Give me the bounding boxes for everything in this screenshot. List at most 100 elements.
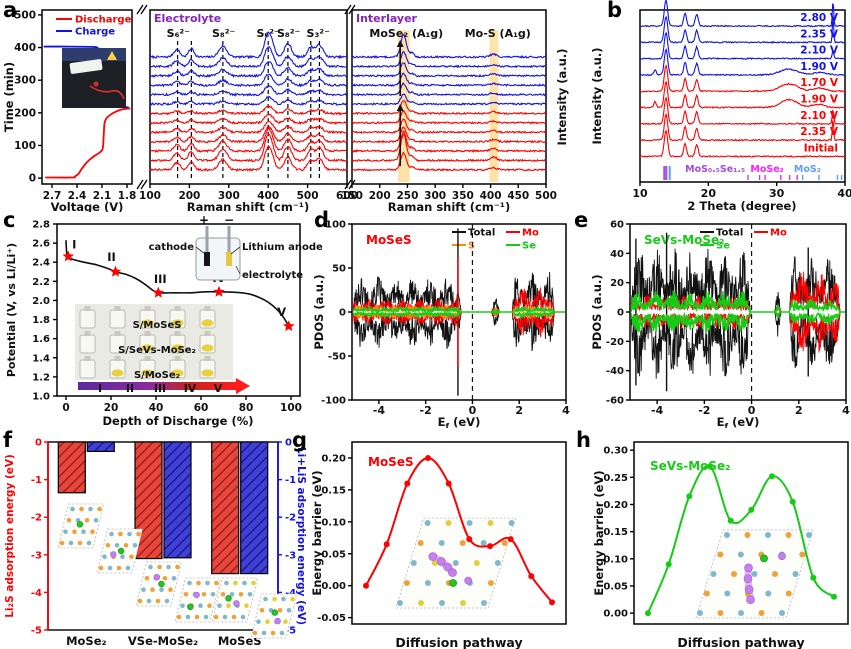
g-energy-curve: [365, 456, 553, 603]
raman-peak-label: MoSe₂ (A₁g): [369, 27, 443, 40]
c-x-tick: 80: [239, 402, 254, 414]
neb-y-tick: 0.20: [603, 500, 628, 511]
f-right-tick: -1: [285, 475, 296, 486]
spectrum-trace: [351, 151, 547, 172]
spectrum-trace: [351, 126, 547, 144]
pdos-y-tick: -20: [606, 337, 624, 348]
c-x-tick: 20: [104, 402, 119, 414]
pdos-x-tick: -2: [420, 404, 432, 417]
c-photo-label-mose2: S/MoSe₂: [134, 370, 180, 381]
c-star-marker: [109, 265, 122, 277]
neb-y-tick: 0.15: [321, 485, 346, 496]
b-xlabel: 2 Theta (degree): [687, 199, 796, 212]
spectrum-trace: [149, 120, 348, 135]
a-intensity-ylabel: Intensity (a.u.): [555, 49, 569, 146]
h-energy-curve: [647, 464, 835, 614]
raman-x-tick: 350: [452, 190, 474, 202]
c-ylabel: Potential (V, vs Li/Li⁺): [5, 243, 18, 377]
raman-x-tick: 200: [369, 190, 391, 202]
b-trace-label: Initial: [804, 142, 838, 154]
pdos-y-tick: 20: [610, 278, 624, 289]
c-y-tick: 1.8: [32, 315, 50, 326]
b-trace-label: 2.35 V: [800, 126, 839, 138]
neb-title: MoSeS: [368, 455, 414, 469]
c-photo-label-mosess: S/MoSeS: [133, 320, 182, 331]
a-voltage-tick: 2.7: [43, 190, 62, 202]
spectrum-trace: [149, 127, 348, 154]
pdos-x-tick: 0: [748, 404, 756, 417]
b-ref-label: MoSe₂: [750, 164, 783, 175]
neb-point: [748, 506, 755, 513]
spectrum-trace: [639, 64, 846, 93]
pdos-y-tick: 100: [325, 220, 346, 231]
f-left-tick: -5: [31, 626, 42, 637]
raman-x-tick: 500: [535, 190, 557, 202]
spectrum-trace: [352, 82, 547, 97]
spectrum-trace: [149, 61, 348, 78]
neb-y-tick: 0.10: [603, 554, 628, 565]
a-voltage-tick: 1.8: [118, 190, 137, 202]
a-time-tick: 200: [14, 107, 36, 119]
spectrum-trace: [351, 118, 547, 135]
a-ylabel: Time (min): [2, 62, 16, 132]
c-minus-sign: −: [224, 213, 234, 227]
pdos-x-tick: -2: [698, 404, 710, 417]
b-trace-label: 2.10 V: [800, 45, 839, 57]
spectrum-trace: [149, 95, 348, 107]
spectrum-trace: [352, 93, 547, 106]
neb-point: [383, 541, 390, 548]
c-y-tick: 2.6: [32, 239, 50, 250]
f-left-tick: -4: [31, 588, 42, 599]
d-dos-curves: [353, 228, 565, 396]
f-right-ylabel: Li+LiS adsorption energy (eV): [295, 447, 307, 625]
a-xlabel: Voltage (V): [51, 200, 124, 212]
f-bar-lilis: [163, 441, 192, 559]
c-plus-sign: +: [199, 213, 209, 227]
pdos-y-tick: -40: [606, 366, 624, 377]
pdos-legend-se: Se: [522, 241, 536, 252]
neb-ylabel: Energy barrier (eV): [592, 470, 606, 595]
f-right-tick: -4: [285, 588, 296, 599]
g-pathway-inset: [395, 517, 517, 609]
f-right-tick: -2: [285, 513, 296, 524]
c-star-marker: [213, 285, 225, 297]
b-trace-label: 1.90 V: [800, 61, 839, 73]
neb-y-tick: 0.00: [321, 581, 346, 592]
spectrum-trace: [149, 133, 348, 163]
c-xlabel: Depth of Discharge (%): [102, 414, 253, 428]
b-x-tick: 20: [701, 187, 717, 200]
neb-point: [487, 543, 493, 550]
a-time-tick: 100: [14, 140, 36, 152]
neb-y-tick: 0.20: [321, 453, 346, 464]
c-arrow-numeral: IV: [184, 382, 197, 395]
pdos-legend-s: S: [468, 241, 475, 252]
spectrum-trace: [149, 145, 348, 172]
highlight-band: [489, 30, 499, 182]
c-cathode-label: cathode: [149, 242, 195, 253]
spectrum-trace: [351, 110, 547, 125]
panel-label-a: a: [3, 0, 18, 22]
neb-point: [645, 610, 651, 617]
c-arrow-numeral: II: [126, 382, 134, 395]
f-left-tick: -2: [31, 513, 42, 524]
panel-label-g: g: [292, 428, 308, 452]
atomic-structure-inset: [135, 561, 183, 607]
atomic-structure-inset: [174, 577, 222, 623]
neb-point: [507, 536, 514, 543]
neb-y-tick: 0.05: [321, 549, 346, 560]
b-ref-label: MoS₀.₅Se₁.₅: [685, 164, 745, 175]
f-bar-lilis: [86, 441, 115, 452]
pdos-xlabel: Ef (eV): [717, 415, 760, 428]
pdos-y-tick: 0: [339, 308, 346, 319]
spectrum-trace: [149, 104, 348, 116]
c-y-tick: 1.0: [32, 392, 50, 403]
neb-y-tick: 0.15: [603, 527, 628, 538]
c-vial-photo-inset: S/MoSeS S/SeVs-MoSe₂ S/MoSe₂: [75, 304, 233, 381]
spectrum-trace: [639, 0, 846, 28]
a-legend-discharge: Discharge: [75, 15, 132, 26]
c-y-tick: 2.8: [32, 220, 50, 231]
interlayer-xlabel: Raman shift (cm⁻¹): [388, 200, 510, 212]
raman-peak-label: S₃²⁻: [307, 27, 331, 40]
